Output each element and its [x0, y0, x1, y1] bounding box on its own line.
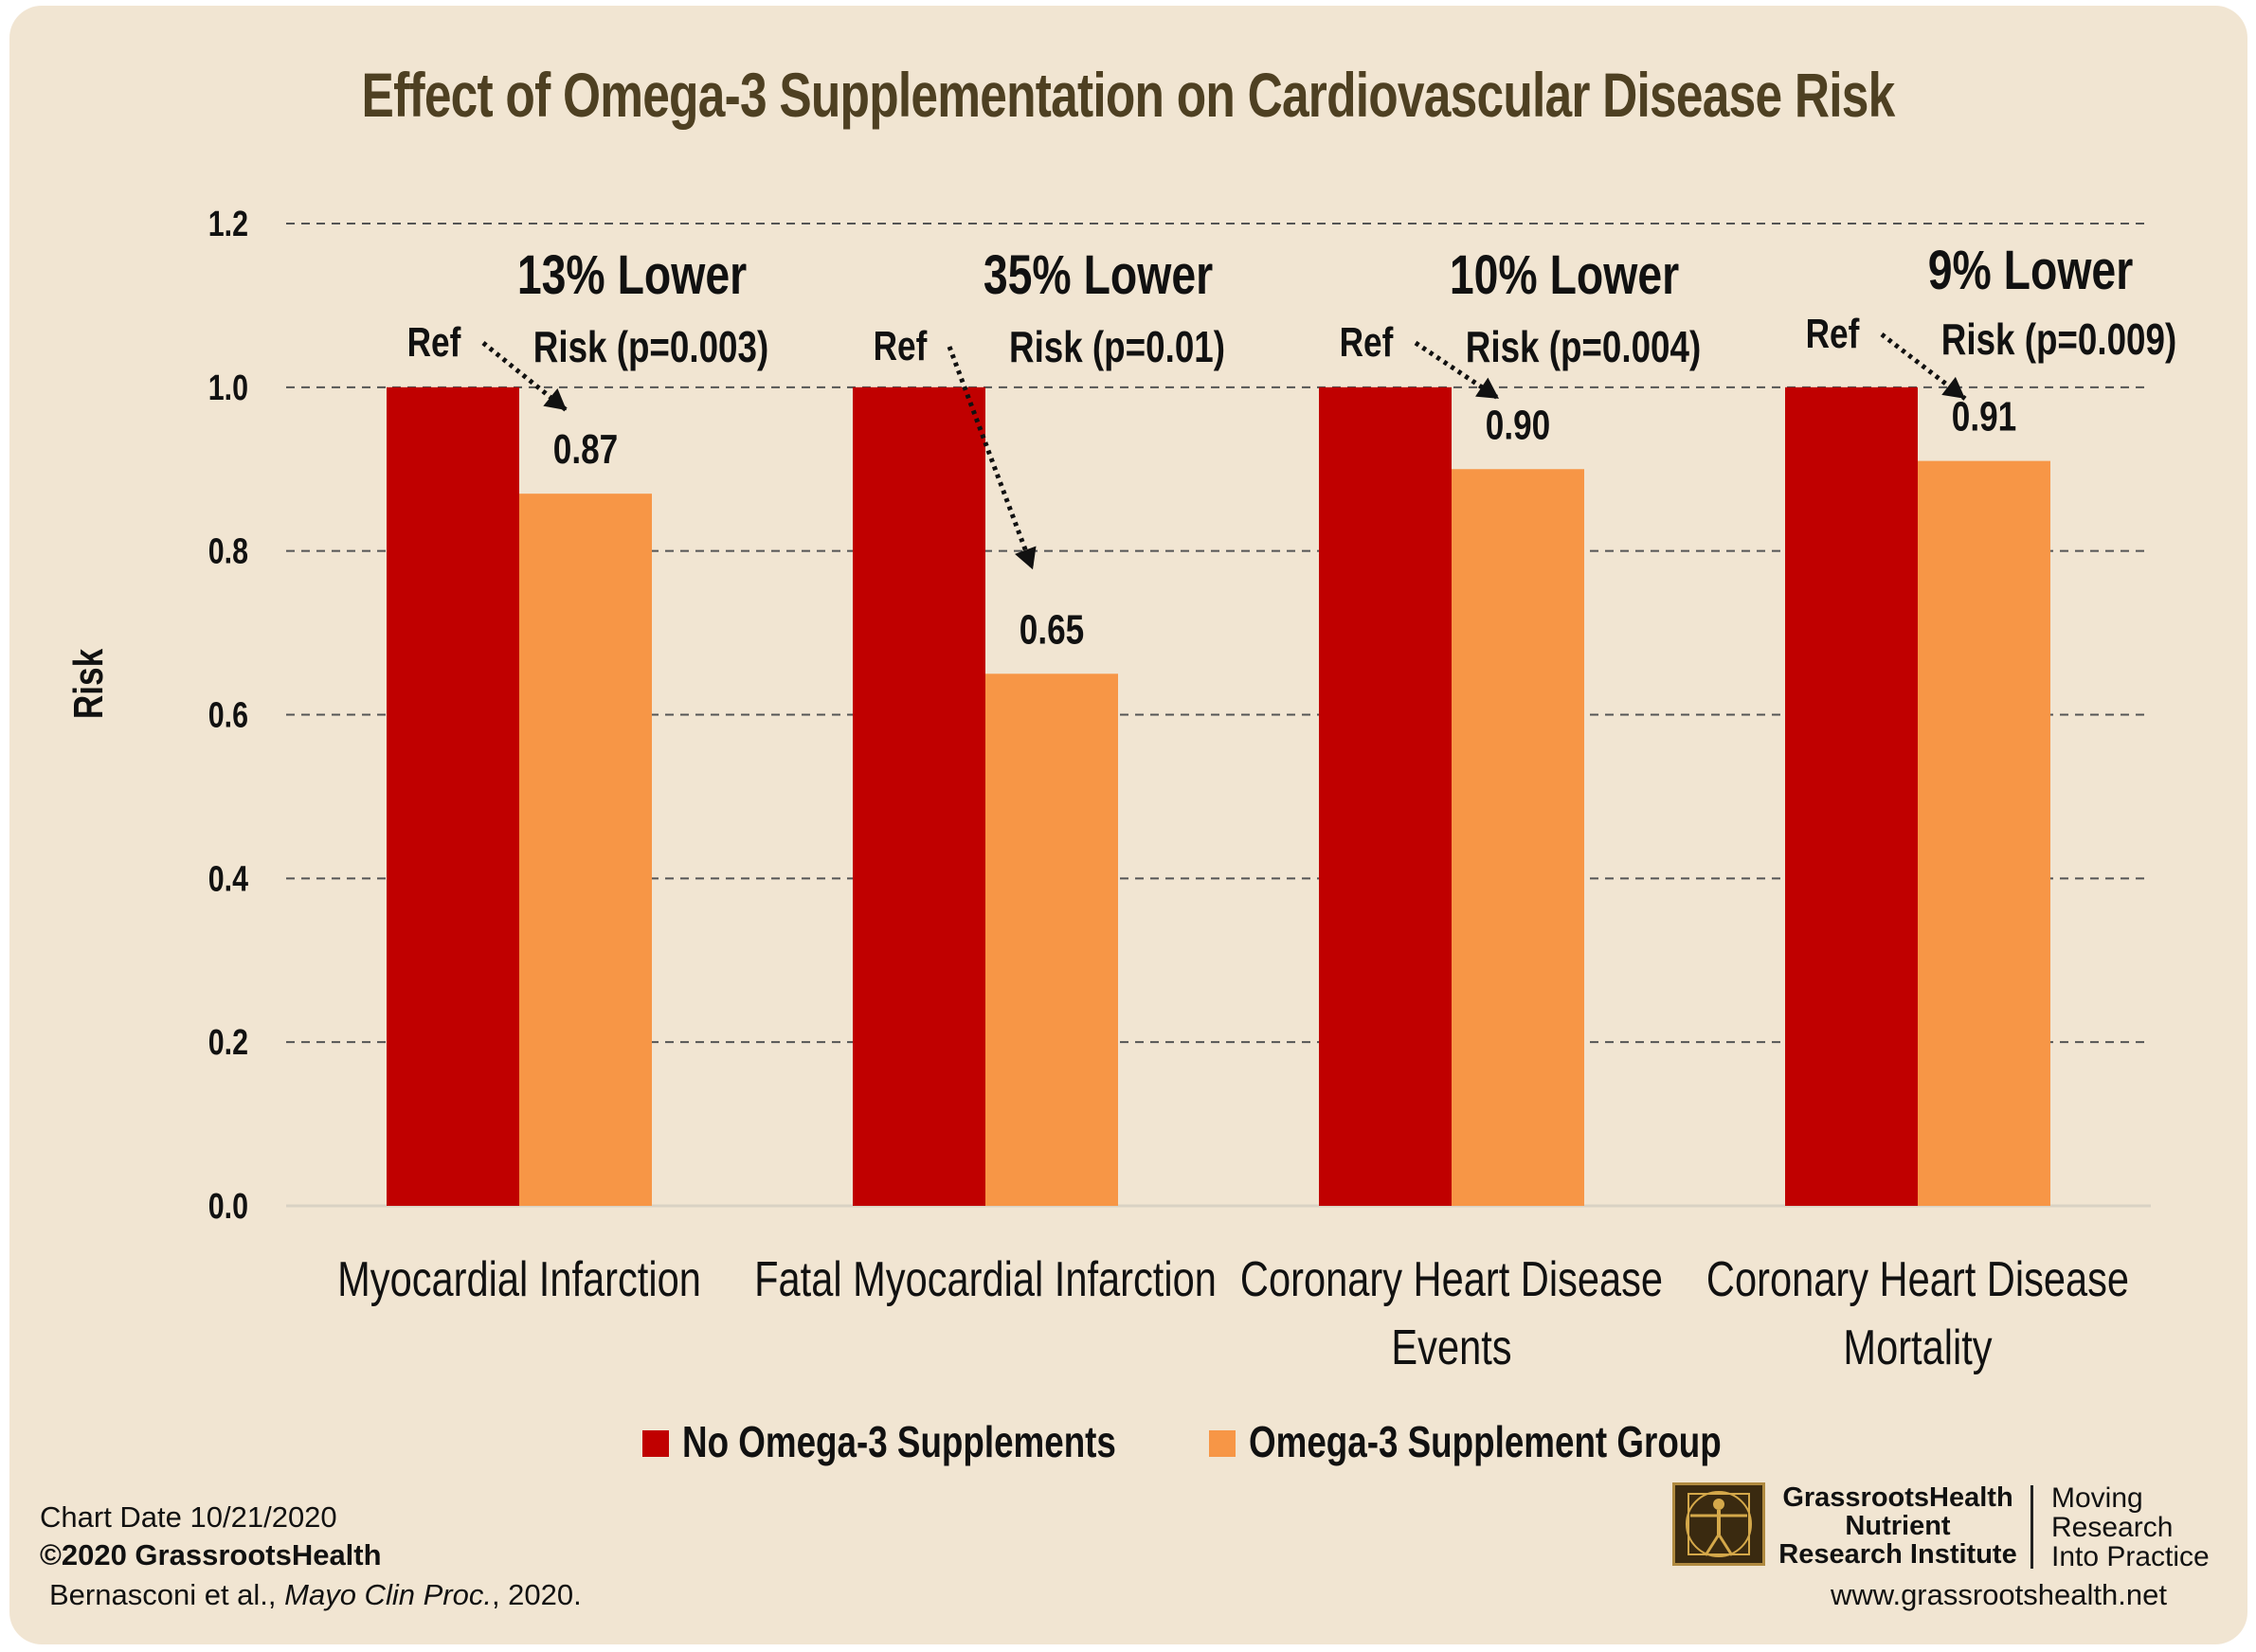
tagline: Moving Research Into Practice — [2051, 1483, 2210, 1571]
pvalue-label: Risk (p=0.009) — [1941, 314, 2176, 364]
y-tick-label: 0.6 — [208, 695, 248, 735]
arrow-head — [1475, 377, 1499, 399]
pvalue-label: Risk (p=0.004) — [1466, 322, 1701, 371]
ref-label: Ref — [1806, 311, 1860, 357]
value-label: 0.87 — [553, 427, 618, 474]
reduction-label: 35% Lower — [984, 244, 1213, 306]
x-category-label: Mortality — [1843, 1320, 1993, 1375]
bar-omega3 — [1918, 460, 2050, 1206]
y-axis-label: Risk — [65, 648, 112, 719]
chart-title: Effect of Omega-3 Supplementation on Car… — [361, 60, 1896, 130]
legend-label: Omega-3 Supplement Group — [1249, 1417, 1722, 1466]
bar-omega3 — [985, 673, 1118, 1206]
bar-no-omega3 — [1319, 386, 1452, 1206]
citation: Bernasconi et al., Mayo Clin Proc., 2020… — [49, 1576, 582, 1614]
citation-year: , 2020. — [491, 1578, 582, 1611]
pvalue-label: Risk (p=0.01) — [1009, 322, 1225, 371]
pvalue-label: Risk (p=0.003) — [533, 322, 768, 371]
dotted-arrow — [481, 341, 569, 413]
bar-no-omega3 — [853, 386, 985, 1206]
y-tick-label: 0.0 — [208, 1187, 248, 1227]
bar-no-omega3 — [387, 386, 519, 1206]
org-line-1: GrassrootsHealth — [1782, 1482, 2013, 1513]
x-category-label: Coronary Heart Disease — [1240, 1251, 1663, 1307]
org-name: GrassrootsHealth Nutrient Research Insti… — [1775, 1483, 2021, 1569]
ref-label: Ref — [874, 323, 928, 369]
org-line-2: Nutrient — [1845, 1511, 1951, 1541]
x-category-label: Events — [1391, 1320, 1511, 1375]
y-tick-label: 0.4 — [208, 859, 248, 899]
tagline-line-1: Moving — [2051, 1482, 2143, 1514]
reduction-label: 9% Lower — [1928, 240, 2134, 301]
legend-swatch — [642, 1430, 669, 1457]
arrow-head — [1941, 376, 1965, 399]
bar-omega3 — [519, 494, 652, 1206]
legend-label: No Omega-3 Supplements — [682, 1417, 1116, 1466]
x-category-label: Fatal Myocardial Infarction — [754, 1251, 1217, 1307]
dotted-arrow — [947, 346, 1036, 571]
y-tick-label: 0.2 — [208, 1023, 248, 1063]
citation-journal: Mayo Clin Proc. — [284, 1578, 492, 1611]
reduction-label: 13% Lower — [517, 244, 747, 306]
x-category-label: Coronary Heart Disease — [1706, 1251, 2129, 1307]
arrow-head — [543, 388, 567, 411]
x-category-label: Myocardial Infarction — [337, 1251, 701, 1307]
ref-label: Ref — [407, 319, 461, 366]
org-line-3: Research Institute — [1778, 1539, 2017, 1570]
tagline-line-2: Research — [2051, 1512, 2174, 1543]
y-tick-label: 0.8 — [208, 532, 248, 572]
chart-date: Chart Date 10/21/2020 — [40, 1500, 337, 1534]
brand-divider — [2030, 1485, 2033, 1569]
arrow-head — [1015, 546, 1037, 570]
ref-label: Ref — [1340, 319, 1394, 366]
y-tick-label: 1.2 — [208, 205, 248, 244]
value-label: 0.91 — [1952, 394, 2016, 440]
vitruvian-man-icon — [1672, 1482, 1765, 1566]
reduction-label: 10% Lower — [1450, 244, 1679, 306]
bar-omega3 — [1452, 469, 1584, 1206]
y-tick-label: 1.0 — [208, 368, 248, 408]
copyright: ©2020 GrassrootsHealth — [40, 1538, 382, 1571]
citation-authors: Bernasconi et al., — [49, 1578, 285, 1611]
value-label: 0.65 — [1020, 607, 1084, 654]
website-link[interactable]: www.grassrootshealth.net — [1831, 1578, 2167, 1611]
tagline-line-3: Into Practice — [2051, 1541, 2210, 1572]
bar-no-omega3 — [1785, 386, 1918, 1206]
value-label: 0.90 — [1486, 403, 1550, 449]
legend-swatch — [1209, 1430, 1236, 1457]
